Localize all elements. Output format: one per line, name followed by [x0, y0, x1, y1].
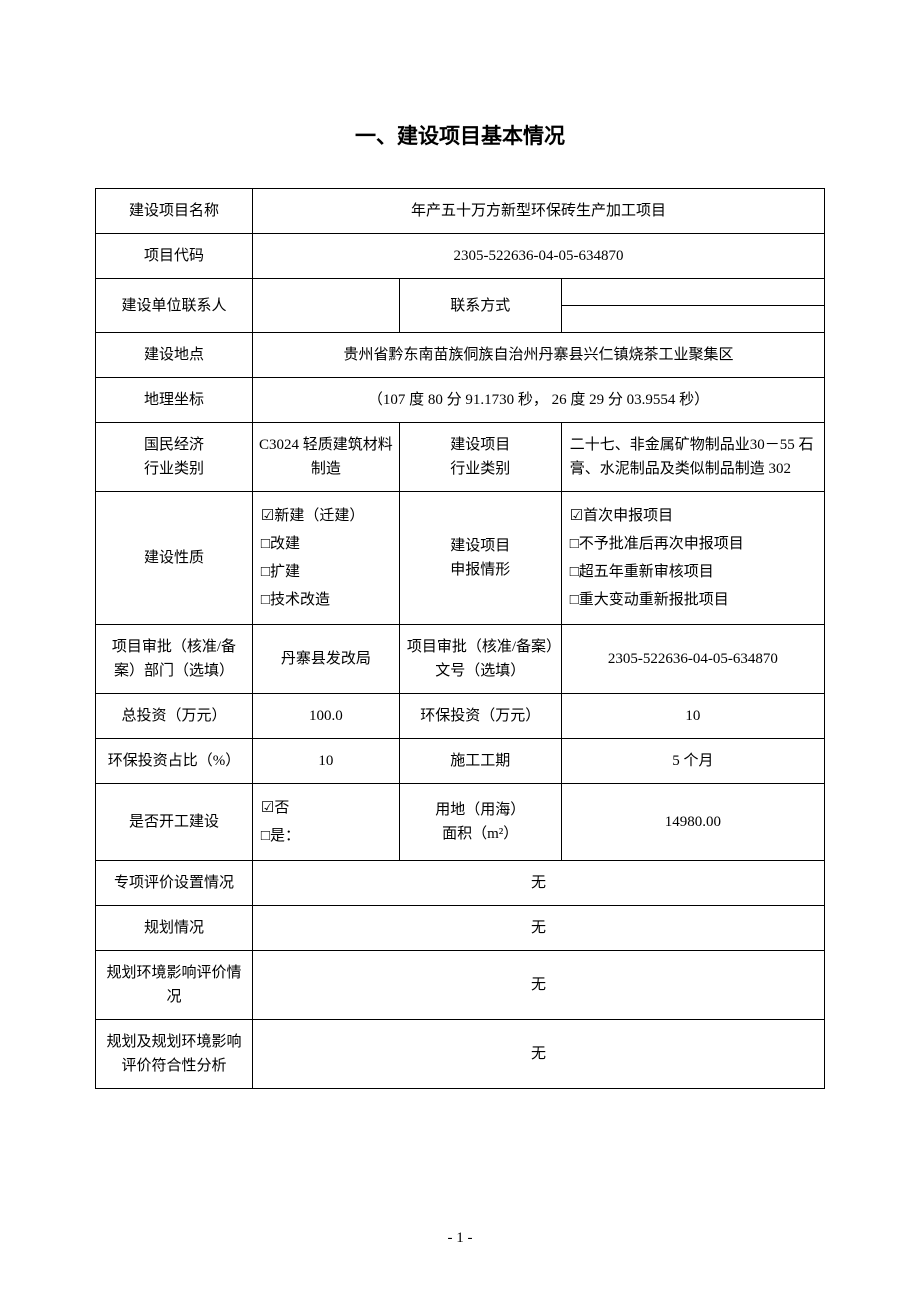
label-line2: 申报情形	[450, 562, 510, 578]
table-row: 地理坐标 （107 度 80 分 91.1730 秒， 26 度 29 分 03…	[96, 378, 825, 423]
checkbox-unchecked-icon: □	[261, 558, 270, 585]
value-coordinates: （107 度 80 分 91.1730 秒， 26 度 29 分 03.9554…	[252, 378, 824, 423]
label-economy-category: 国民经济 行业类别	[96, 423, 253, 492]
started-no: 否	[274, 800, 289, 816]
table-row: 总投资（万元） 100.0 环保投资（万元） 10	[96, 694, 825, 739]
value-project-category: 二十七、非金属矿物制品业30－55 石膏、水泥制品及类似制品制造 302	[561, 423, 824, 492]
project-info-table: 建设项目名称 年产五十万方新型环保砖生产加工项目 项目代码 2305-52263…	[95, 188, 825, 1089]
label-line1: 国民经济	[144, 437, 204, 453]
value-planning-eia: 无	[252, 951, 824, 1020]
label-env-ratio: 环保投资占比（%）	[96, 739, 253, 784]
label-planning-conformity: 规划及规划环境影响评价符合性分析	[96, 1020, 253, 1089]
label-contact-method: 联系方式	[399, 279, 561, 333]
label-project-name: 建设项目名称	[96, 189, 253, 234]
label-coordinates: 地理坐标	[96, 378, 253, 423]
label-line1: 用地（用海）	[435, 802, 525, 818]
label-location: 建设地点	[96, 333, 253, 378]
page-number: - 1 -	[0, 1230, 920, 1247]
section-title: 一、建设项目基本情况	[95, 120, 825, 150]
checkbox-unchecked-icon: □	[261, 530, 270, 557]
declaration-opt2: 不予批准后再次申报项目	[579, 536, 744, 552]
value-area: 14980.00	[561, 784, 824, 861]
table-row: 建设项目名称 年产五十万方新型环保砖生产加工项目	[96, 189, 825, 234]
value-special-eval: 无	[252, 861, 824, 906]
checkbox-checked-icon: ☑	[570, 502, 583, 529]
checkbox-checked-icon: ☑	[261, 502, 274, 529]
value-env-invest: 10	[561, 694, 824, 739]
value-approval-no: 2305-522636-04-05-634870	[561, 625, 824, 694]
table-row: 规划情况 无	[96, 906, 825, 951]
contact-method-bottom	[562, 306, 824, 328]
table-row: 项目审批（核准/备案）部门（选填） 丹寨县发改局 项目审批（核准/备案）文号（选…	[96, 625, 825, 694]
value-location: 贵州省黔东南苗族侗族自治州丹寨县兴仁镇烧茶工业聚集区	[252, 333, 824, 378]
table-row: 环保投资占比（%） 10 施工工期 5 个月	[96, 739, 825, 784]
label-planning: 规划情况	[96, 906, 253, 951]
label-project-category: 建设项目 行业类别	[399, 423, 561, 492]
value-project-name: 年产五十万方新型环保砖生产加工项目	[252, 189, 824, 234]
label-approval-dept: 项目审批（核准/备案）部门（选填）	[96, 625, 253, 694]
value-approval-dept: 丹寨县发改局	[252, 625, 399, 694]
label-started: 是否开工建设	[96, 784, 253, 861]
value-duration: 5 个月	[561, 739, 824, 784]
value-contact-method	[561, 279, 824, 333]
nature-opt1: 新建（迁建）	[274, 508, 364, 524]
declaration-opt3: 超五年重新审核项目	[579, 564, 714, 580]
label-duration: 施工工期	[399, 739, 561, 784]
label-area: 用地（用海） 面积（m²）	[399, 784, 561, 861]
table-row: 规划及规划环境影响评价符合性分析 无	[96, 1020, 825, 1089]
value-declaration: ☑首次申报项目 □不予批准后再次申报项目 □超五年重新审核项目 □重大变动重新报…	[561, 492, 824, 625]
table-row: 是否开工建设 ☑否 □是： 用地（用海） 面积（m²） 14980.00	[96, 784, 825, 861]
value-started: ☑否 □是：	[252, 784, 399, 861]
checkbox-unchecked-icon: □	[570, 586, 579, 613]
value-planning-conformity: 无	[252, 1020, 824, 1089]
contact-method-top	[562, 284, 824, 306]
label-declaration: 建设项目 申报情形	[399, 492, 561, 625]
value-economy-category: C3024 轻质建筑材料制造	[252, 423, 399, 492]
label-line2: 面积（m²）	[442, 826, 518, 842]
label-special-eval: 专项评价设置情况	[96, 861, 253, 906]
value-contact-person	[252, 279, 399, 333]
table-row: 项目代码 2305-522636-04-05-634870	[96, 234, 825, 279]
table-row: 国民经济 行业类别 C3024 轻质建筑材料制造 建设项目 行业类别 二十七、非…	[96, 423, 825, 492]
declaration-opt4: 重大变动重新报批项目	[579, 592, 729, 608]
value-total-invest: 100.0	[252, 694, 399, 739]
label-approval-no: 项目审批（核准/备案）文号（选填）	[399, 625, 561, 694]
label-line1: 建设项目	[450, 538, 510, 554]
nature-opt3: 扩建	[270, 564, 300, 580]
label-planning-eia: 规划环境影响评价情况	[96, 951, 253, 1020]
label-line1: 建设项目	[450, 437, 510, 453]
label-line2: 行业类别	[450, 461, 510, 477]
label-total-invest: 总投资（万元）	[96, 694, 253, 739]
checkbox-checked-icon: ☑	[261, 794, 274, 821]
table-row: 建设单位联系人 联系方式	[96, 279, 825, 333]
checkbox-unchecked-icon: □	[570, 558, 579, 585]
label-line2: 行业类别	[144, 461, 204, 477]
nature-opt2: 改建	[270, 536, 300, 552]
started-yes: 是：	[270, 828, 300, 844]
checkbox-unchecked-icon: □	[261, 822, 270, 849]
checkbox-unchecked-icon: □	[261, 586, 270, 613]
value-project-code: 2305-522636-04-05-634870	[252, 234, 824, 279]
value-planning: 无	[252, 906, 824, 951]
table-row: 建设地点 贵州省黔东南苗族侗族自治州丹寨县兴仁镇烧茶工业聚集区	[96, 333, 825, 378]
label-env-invest: 环保投资（万元）	[399, 694, 561, 739]
table-row: 规划环境影响评价情况 无	[96, 951, 825, 1020]
table-row: 专项评价设置情况 无	[96, 861, 825, 906]
declaration-opt1: 首次申报项目	[583, 508, 673, 524]
label-contact-person: 建设单位联系人	[96, 279, 253, 333]
checkbox-unchecked-icon: □	[570, 530, 579, 557]
value-env-ratio: 10	[252, 739, 399, 784]
value-nature: ☑新建（迁建） □改建 □扩建 □技术改造	[252, 492, 399, 625]
nature-opt4: 技术改造	[270, 592, 330, 608]
table-row: 建设性质 ☑新建（迁建） □改建 □扩建 □技术改造 建设项目 申报情形 ☑首次…	[96, 492, 825, 625]
label-project-code: 项目代码	[96, 234, 253, 279]
label-nature: 建设性质	[96, 492, 253, 625]
